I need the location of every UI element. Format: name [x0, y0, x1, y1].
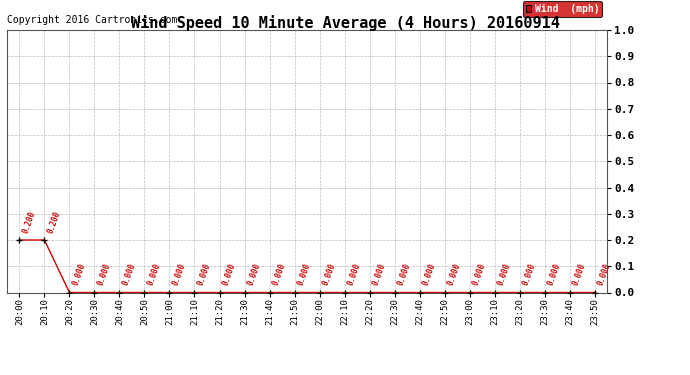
- Text: 0.000: 0.000: [396, 262, 413, 287]
- Text: 0.000: 0.000: [246, 262, 262, 287]
- Text: 0.000: 0.000: [571, 262, 587, 287]
- Text: 0.000: 0.000: [96, 262, 112, 287]
- Text: 0.000: 0.000: [296, 262, 313, 287]
- Text: 0.000: 0.000: [546, 262, 562, 287]
- Text: 0.000: 0.000: [596, 262, 613, 287]
- Text: 0.000: 0.000: [71, 262, 87, 287]
- Text: 0.000: 0.000: [321, 262, 337, 287]
- Text: 0.000: 0.000: [196, 262, 213, 287]
- Text: 0.000: 0.000: [271, 262, 287, 287]
- Legend: Wind  (mph): Wind (mph): [523, 1, 602, 16]
- Text: 0.000: 0.000: [171, 262, 187, 287]
- Text: 0.000: 0.000: [371, 262, 387, 287]
- Text: 0.200: 0.200: [21, 210, 37, 234]
- Text: 0.000: 0.000: [521, 262, 538, 287]
- Text: 0.000: 0.000: [421, 262, 437, 287]
- Text: 0.000: 0.000: [221, 262, 237, 287]
- Text: 0.000: 0.000: [146, 262, 162, 287]
- Text: 0.000: 0.000: [446, 262, 462, 287]
- Text: Copyright 2016 Cartronics.com: Copyright 2016 Cartronics.com: [7, 15, 177, 25]
- Text: 0.000: 0.000: [471, 262, 487, 287]
- Text: 0.000: 0.000: [121, 262, 137, 287]
- Text: Wind Speed 10 Minute Average (4 Hours) 20160914: Wind Speed 10 Minute Average (4 Hours) 2…: [130, 15, 560, 31]
- Text: 0.200: 0.200: [46, 210, 62, 234]
- Text: 0.000: 0.000: [496, 262, 513, 287]
- Text: 0.000: 0.000: [346, 262, 362, 287]
